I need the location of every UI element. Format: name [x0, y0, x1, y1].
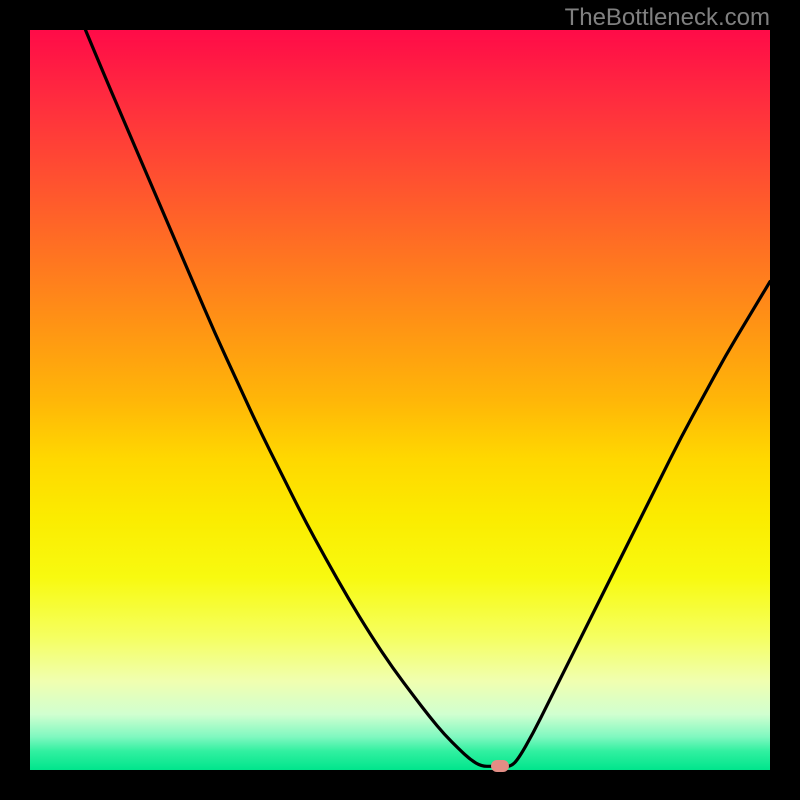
chart-container: TheBottleneck.com — [0, 0, 800, 800]
plot-area — [30, 30, 770, 770]
watermark-text: TheBottleneck.com — [565, 4, 770, 32]
bottleneck-curve — [30, 30, 770, 770]
optimal-point-marker — [491, 760, 509, 772]
